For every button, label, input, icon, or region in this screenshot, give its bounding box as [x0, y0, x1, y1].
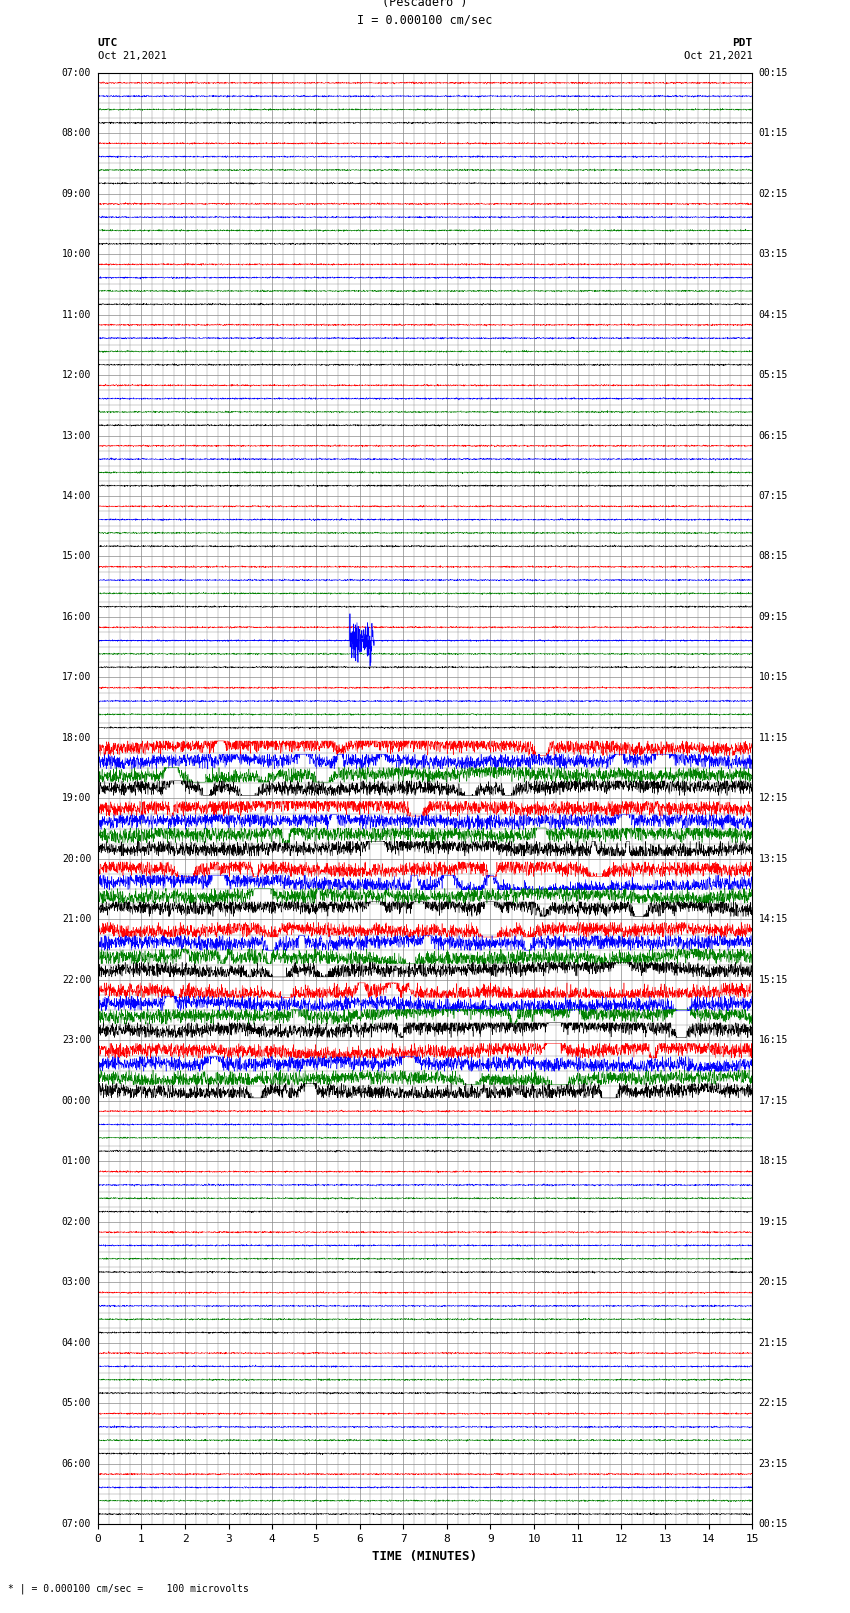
Text: 06:15: 06:15 — [759, 431, 788, 440]
Text: 13:15: 13:15 — [759, 853, 788, 865]
Text: 14:00: 14:00 — [62, 490, 91, 502]
Text: 03:15: 03:15 — [759, 248, 788, 260]
Text: 01:15: 01:15 — [759, 127, 788, 139]
Text: 07:00: 07:00 — [62, 68, 91, 77]
Text: 08:15: 08:15 — [759, 552, 788, 561]
Text: 16:15: 16:15 — [759, 1036, 788, 1045]
Text: 00:00: 00:00 — [62, 1095, 91, 1107]
Text: 11:15: 11:15 — [759, 732, 788, 744]
Text: 20:00: 20:00 — [62, 853, 91, 865]
Text: 07:00: 07:00 — [62, 1519, 91, 1529]
Text: 04:15: 04:15 — [759, 310, 788, 319]
Title: JPSB EHZ NC
(Pescadero )
I = 0.000100 cm/sec: JPSB EHZ NC (Pescadero ) I = 0.000100 cm… — [357, 0, 493, 27]
Text: 19:00: 19:00 — [62, 794, 91, 803]
Text: 13:00: 13:00 — [62, 431, 91, 440]
Text: 14:15: 14:15 — [759, 915, 788, 924]
Text: 03:00: 03:00 — [62, 1277, 91, 1287]
Text: 05:00: 05:00 — [62, 1398, 91, 1408]
Text: PDT: PDT — [732, 39, 752, 48]
Text: Oct 21,2021: Oct 21,2021 — [98, 52, 167, 61]
Text: 08:00: 08:00 — [62, 127, 91, 139]
Text: 22:15: 22:15 — [759, 1398, 788, 1408]
Text: * | = 0.000100 cm/sec =    100 microvolts: * | = 0.000100 cm/sec = 100 microvolts — [8, 1582, 249, 1594]
Text: 22:00: 22:00 — [62, 974, 91, 986]
Text: 02:15: 02:15 — [759, 189, 788, 198]
Text: 09:15: 09:15 — [759, 611, 788, 623]
Text: 11:00: 11:00 — [62, 310, 91, 319]
Text: 17:00: 17:00 — [62, 673, 91, 682]
Text: 18:15: 18:15 — [759, 1157, 788, 1166]
Text: 06:00: 06:00 — [62, 1458, 91, 1469]
Text: 10:00: 10:00 — [62, 248, 91, 260]
Text: 02:00: 02:00 — [62, 1216, 91, 1227]
Text: 20:15: 20:15 — [759, 1277, 788, 1287]
Text: 07:15: 07:15 — [759, 490, 788, 502]
Text: 15:15: 15:15 — [759, 974, 788, 986]
Text: 05:15: 05:15 — [759, 369, 788, 381]
Text: 00:15: 00:15 — [759, 1519, 788, 1529]
Text: 12:00: 12:00 — [62, 369, 91, 381]
Text: 19:15: 19:15 — [759, 1216, 788, 1227]
Text: 23:00: 23:00 — [62, 1036, 91, 1045]
Text: 01:00: 01:00 — [62, 1157, 91, 1166]
Text: 04:00: 04:00 — [62, 1337, 91, 1348]
Text: UTC: UTC — [98, 39, 118, 48]
Text: 21:15: 21:15 — [759, 1337, 788, 1348]
Text: 10:15: 10:15 — [759, 673, 788, 682]
Text: 00:15: 00:15 — [759, 68, 788, 77]
Text: 09:00: 09:00 — [62, 189, 91, 198]
Text: 18:00: 18:00 — [62, 732, 91, 744]
Text: Oct 21,2021: Oct 21,2021 — [683, 52, 752, 61]
Text: 12:15: 12:15 — [759, 794, 788, 803]
Text: 15:00: 15:00 — [62, 552, 91, 561]
Text: 21:00: 21:00 — [62, 915, 91, 924]
Text: 16:00: 16:00 — [62, 611, 91, 623]
X-axis label: TIME (MINUTES): TIME (MINUTES) — [372, 1550, 478, 1563]
Text: 23:15: 23:15 — [759, 1458, 788, 1469]
Text: 17:15: 17:15 — [759, 1095, 788, 1107]
